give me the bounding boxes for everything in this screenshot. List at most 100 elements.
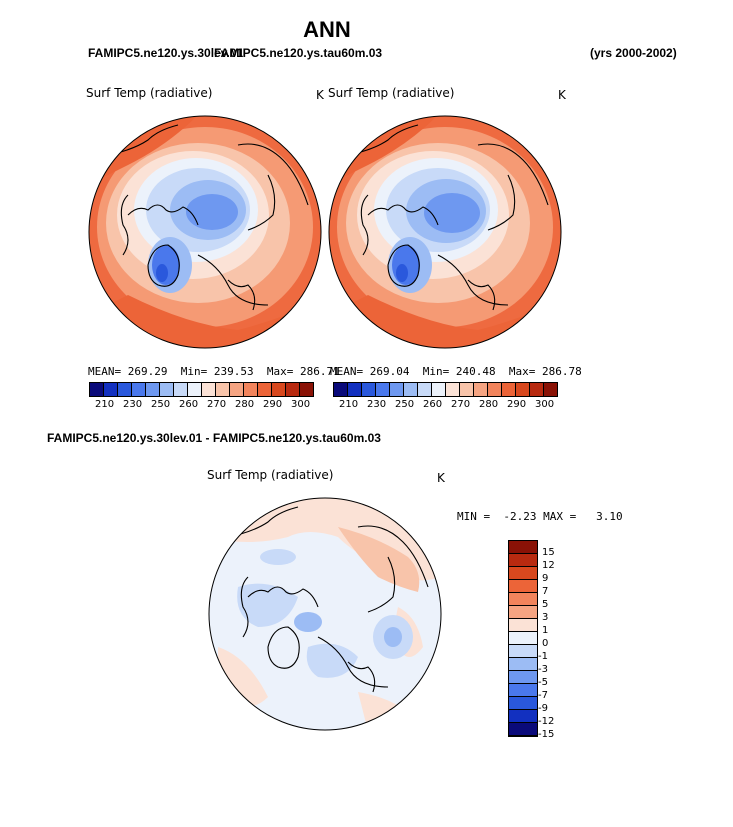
colorbar-tick-label: 300 (291, 399, 311, 410)
colorbar-tick-label: -7 (538, 690, 548, 701)
colorbar-swatch (286, 383, 300, 396)
colorbar-tick-label: 280 (235, 399, 255, 410)
page-title: ANN (303, 17, 351, 42)
colorbar-tick-label: 260 (423, 399, 443, 410)
colorbar-tick-label: 210 (339, 399, 359, 410)
colorbar-swatch (104, 383, 118, 396)
colorbar-tick-label: -12 (538, 716, 555, 727)
colorbar-tick-label: 0 (542, 638, 549, 649)
colorbar-swatch (474, 383, 488, 396)
colorbar-swatch (390, 383, 404, 396)
colorbar-swatch (258, 383, 272, 396)
colorbar-swatch (509, 671, 537, 684)
colorbar-tick-label: 290 (263, 399, 283, 410)
colorbar-swatch (146, 383, 160, 396)
panel1-mean: 269.29 (127, 365, 168, 378)
colorbar-swatch (544, 383, 558, 396)
colorbar-tick-label: 230 (367, 399, 387, 410)
colorbar-tick-label: -9 (538, 703, 548, 714)
colorbar-swatch (376, 383, 390, 396)
panel1-min: 239.53 (213, 365, 254, 378)
colorbar-tick-label: -15 (538, 729, 555, 740)
colorbar-tick-label: 280 (479, 399, 499, 410)
diff-stats: MIN = -2.23 MAX = 3.10 (457, 510, 623, 523)
panel1-colorbar (89, 382, 314, 397)
colorbar-swatch (509, 684, 537, 697)
colorbar-tick-label: -3 (538, 664, 548, 675)
colorbar-tick-label: 7 (542, 586, 549, 597)
panel2-colorbar (333, 382, 558, 397)
colorbar-swatch (509, 541, 537, 554)
panel1-max: 286.71 (300, 365, 340, 378)
colorbar-swatch (348, 383, 362, 396)
colorbar-swatch (516, 383, 530, 396)
colorbar-swatch (446, 383, 460, 396)
panel2-units: K (558, 88, 566, 102)
diff-max: 3.10 (596, 510, 623, 523)
panel1-units: K (316, 88, 324, 102)
colorbar-tick-label: 9 (542, 573, 549, 584)
colorbar-tick-label: 15 (542, 547, 555, 558)
colorbar-tick-label: 5 (542, 599, 549, 610)
panel1-stats: MEAN= 269.29 Min= 239.53 Max= 286.71 (88, 365, 340, 378)
colorbar-tick-label: 210 (95, 399, 115, 410)
colorbar-swatch (509, 697, 537, 710)
case-label-left: FAMIPC5.ne120.ys.30lev.01 (88, 46, 244, 60)
colorbar-tick-label: 300 (535, 399, 555, 410)
colorbar-swatch (502, 383, 516, 396)
colorbar-swatch (509, 658, 537, 671)
colorbar-tick-label: 250 (151, 399, 171, 410)
colorbar-swatch (530, 383, 544, 396)
colorbar-swatch (509, 580, 537, 593)
colorbar-swatch (509, 619, 537, 632)
colorbar-swatch (362, 383, 376, 396)
colorbar-swatch (132, 383, 146, 396)
colorbar-swatch (509, 723, 537, 736)
panel2-stats: MEAN= 269.04 Min= 240.48 Max= 286.78 (330, 365, 582, 378)
years-label: (yrs 2000-2002) (590, 46, 677, 60)
diff-colorbar (508, 540, 538, 737)
panel2-polar-map (328, 115, 562, 349)
colorbar-tick-label: 230 (123, 399, 143, 410)
colorbar-tick-label: -5 (538, 677, 548, 688)
colorbar-swatch (418, 383, 432, 396)
colorbar-swatch (509, 567, 537, 580)
panel2-max: 286.78 (542, 365, 582, 378)
colorbar-tick-label: 270 (207, 399, 227, 410)
colorbar-swatch (509, 632, 537, 645)
colorbar-tick-label: 12 (542, 560, 555, 571)
colorbar-swatch (509, 645, 537, 658)
colorbar-swatch (118, 383, 132, 396)
diff-variable: Surf Temp (radiative) (207, 468, 334, 482)
panel2-mean: 269.04 (369, 365, 410, 378)
panel1-polar-map (88, 115, 322, 349)
diff-case-label: FAMIPC5.ne120.ys.30lev.01 - FAMIPC5.ne12… (47, 431, 381, 445)
diff-units: K (437, 471, 445, 485)
case-label-right: FAMIPC5.ne120.ys.tau60m.03 (214, 46, 383, 60)
colorbar-swatch (509, 554, 537, 567)
colorbar-swatch (216, 383, 230, 396)
colorbar-swatch (460, 383, 474, 396)
colorbar-tick-label: -1 (538, 651, 548, 662)
colorbar-swatch (90, 383, 104, 396)
colorbar-swatch (300, 383, 314, 396)
colorbar-swatch (334, 383, 348, 396)
colorbar-swatch (230, 383, 244, 396)
colorbar-swatch (160, 383, 174, 396)
panel2-variable: Surf Temp (radiative) (328, 86, 455, 100)
colorbar-swatch (432, 383, 446, 396)
colorbar-swatch (272, 383, 286, 396)
colorbar-swatch (509, 593, 537, 606)
colorbar-swatch (404, 383, 418, 396)
colorbar-swatch (188, 383, 202, 396)
colorbar-tick-label: 290 (507, 399, 527, 410)
diff-min: -2.23 (503, 510, 537, 523)
colorbar-swatch (509, 710, 537, 723)
colorbar-tick-label: 1 (542, 625, 549, 636)
colorbar-tick-label: 250 (395, 399, 415, 410)
colorbar-tick-label: 270 (451, 399, 471, 410)
colorbar-swatch (202, 383, 216, 396)
colorbar-swatch (488, 383, 502, 396)
panel2-min: 240.48 (455, 365, 496, 378)
panel1-variable: Surf Temp (radiative) (86, 86, 213, 100)
